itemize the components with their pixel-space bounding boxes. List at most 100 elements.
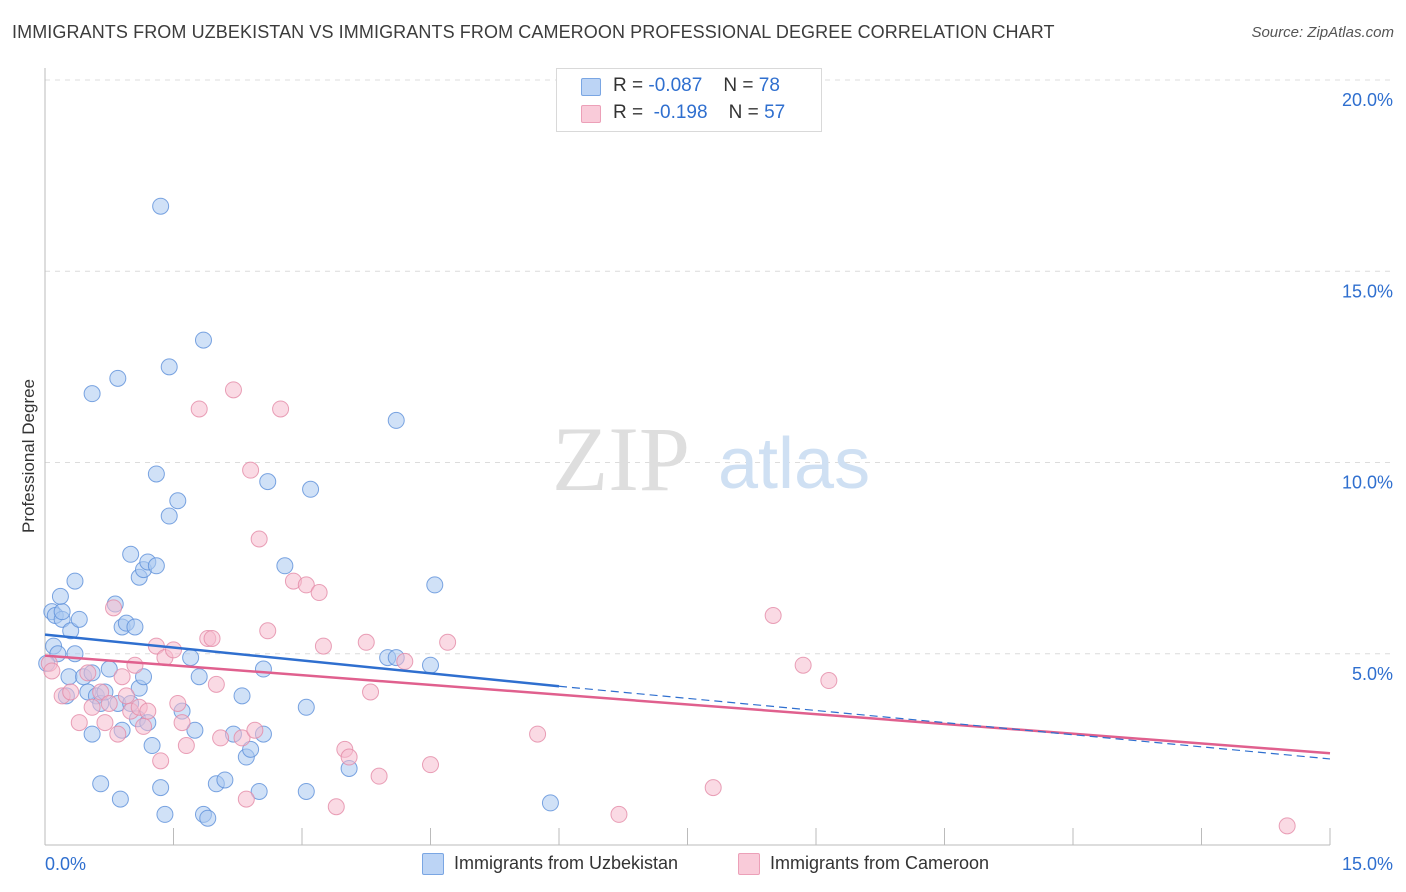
uzbekistan-point xyxy=(92,775,110,793)
uzbekistan-point xyxy=(62,622,80,640)
cameroon-point xyxy=(314,637,332,655)
uzbekistan-point xyxy=(233,687,251,705)
cameroon-point xyxy=(224,381,242,399)
r-label: R = xyxy=(613,75,644,96)
cameroon-legend-label: Immigrants from Cameroon xyxy=(770,853,990,873)
watermark-zip: ZIP xyxy=(552,408,690,510)
watermark-atlas: atlas xyxy=(718,424,870,504)
uzbekistan-point xyxy=(186,721,204,739)
cameroon-point xyxy=(100,694,118,712)
cameroon-point xyxy=(169,694,187,712)
uzbekistan-point xyxy=(216,771,234,789)
cameroon-point xyxy=(704,779,722,797)
cameroon-point xyxy=(820,672,838,690)
scatter-points xyxy=(38,197,1296,835)
uzbekistan-point xyxy=(242,740,260,758)
uzbekistan-point xyxy=(297,782,315,800)
x-tick-label: 0.0% xyxy=(45,854,86,874)
cameroon-point xyxy=(242,461,260,479)
cameroon-point xyxy=(117,687,135,705)
uzbekistan-point xyxy=(259,473,277,491)
tick-labels: 5.0% 10.0% 15.0% 20.0% 0.0% 15.0% xyxy=(45,90,1393,874)
uzbekistan-trend-extension xyxy=(558,685,1331,760)
cameroon-point xyxy=(105,599,123,617)
r-label: R = xyxy=(613,102,644,123)
cameroon-point xyxy=(109,725,127,743)
uzbekistan-point xyxy=(126,618,144,636)
uzbekistan-point xyxy=(122,545,140,563)
cameroon-point xyxy=(237,790,255,808)
uzbekistan-point xyxy=(147,465,165,483)
n-value-cameroon: 57 xyxy=(764,102,786,123)
cameroon-point xyxy=(173,714,191,732)
uzbekistan-point xyxy=(182,649,200,667)
uzbekistan-point xyxy=(160,358,178,376)
correlation-legend: R = -0.087 N = 78 R = -0.198 N = 57 xyxy=(556,68,822,132)
uzbekistan-legend-label: Immigrants from Uzbekistan xyxy=(454,853,679,873)
uzbekistan-point xyxy=(143,737,161,755)
gridlines xyxy=(45,79,1393,655)
uzbekistan-point xyxy=(426,576,444,594)
uzbekistan-point xyxy=(254,660,272,678)
uzbekistan-point xyxy=(422,656,439,674)
uzbekistan-point xyxy=(199,809,217,827)
cameroon-legend-swatch xyxy=(738,853,760,875)
uzbekistan-swatch xyxy=(581,78,601,96)
cameroon-point xyxy=(327,798,345,816)
cameroon-point xyxy=(233,729,251,747)
uzbekistan-point xyxy=(160,507,178,525)
y-tick-label: 20.0% xyxy=(1342,90,1393,110)
cameroon-point xyxy=(250,530,268,548)
cameroon-point xyxy=(764,607,782,624)
uzbekistan-point xyxy=(387,411,405,429)
cameroon-point xyxy=(1278,817,1296,835)
n-label: N = xyxy=(728,102,759,123)
cameroon-point xyxy=(139,702,157,720)
cameroon-point xyxy=(357,633,375,651)
uzbekistan-point xyxy=(70,610,88,628)
y-axis-label: Professional Degree xyxy=(19,379,38,533)
cameroon-point xyxy=(396,652,414,670)
n-value-uzbekistan: 78 xyxy=(758,75,780,96)
cameroon-point xyxy=(610,805,628,823)
cameroon-point xyxy=(70,714,88,732)
cameroon-point xyxy=(43,662,61,680)
cameroon-point xyxy=(272,400,290,418)
y-tick-label: 10.0% xyxy=(1342,473,1393,493)
cameroon-point xyxy=(370,767,388,785)
y-tick-label: 5.0% xyxy=(1352,664,1393,684)
cameroon-point xyxy=(794,656,812,674)
cameroon-point xyxy=(79,664,97,682)
uzbekistan-point xyxy=(541,794,559,812)
n-label: N = xyxy=(723,75,754,96)
cameroon-point xyxy=(165,641,182,659)
y-tick-label: 15.0% xyxy=(1342,281,1393,301)
source-credit: Source: ZipAtlas.com xyxy=(1251,24,1394,41)
uzbekistan-point xyxy=(302,480,320,498)
uzbekistan-trend-line xyxy=(44,633,560,688)
cameroon-point xyxy=(207,675,225,693)
cameroon-point xyxy=(135,717,153,735)
x-tick-label: 15.0% xyxy=(1342,854,1393,874)
cameroon-point xyxy=(297,576,315,594)
cameroon-swatch xyxy=(581,105,601,123)
cameroon-point xyxy=(62,683,80,701)
uzbekistan-point xyxy=(83,725,101,743)
cameroon-point xyxy=(152,752,170,770)
trend-lines xyxy=(44,633,1331,760)
cameroon-point xyxy=(83,698,101,716)
cameroon-point xyxy=(212,729,230,747)
r-value-cameroon: -0.198 xyxy=(653,102,708,123)
cameroon-point xyxy=(92,683,110,701)
watermark: ZIP atlas xyxy=(552,408,870,510)
axes xyxy=(44,68,1331,846)
uzbekistan-point xyxy=(194,331,212,349)
uzbekistan-point xyxy=(190,668,208,686)
cameroon-point xyxy=(177,737,195,755)
uzbekistan-point xyxy=(51,587,69,605)
cameroon-point xyxy=(126,656,144,674)
uzbekistan-point xyxy=(53,603,71,621)
uzbekistan-point xyxy=(276,557,294,575)
uzbekistan-point xyxy=(66,572,84,590)
uzbekistan-point xyxy=(169,492,187,510)
